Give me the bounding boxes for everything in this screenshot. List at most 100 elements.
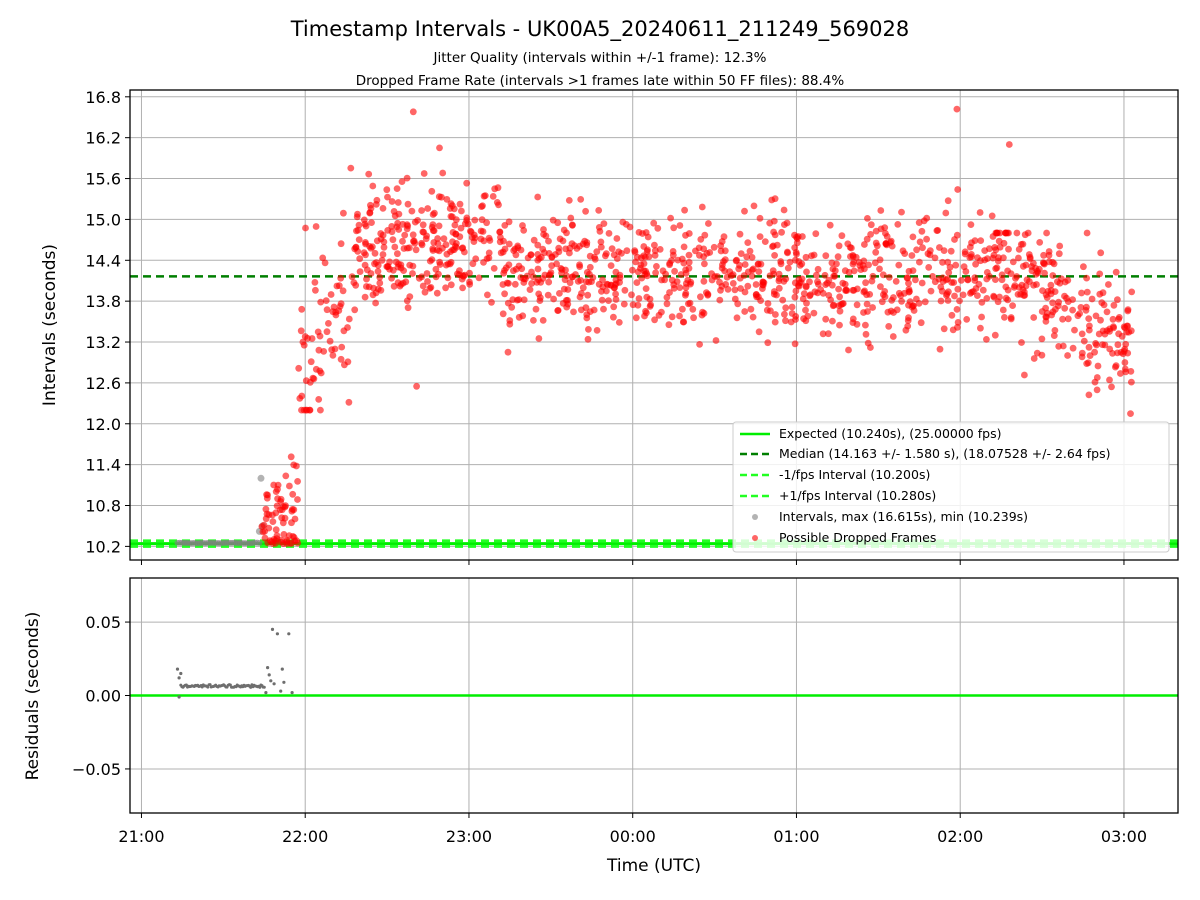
dropped-frame-point [544, 291, 552, 299]
dropped-frame-point [585, 326, 592, 333]
dropped-frame-point [431, 209, 438, 217]
dropped-frame-point [822, 252, 830, 260]
dropped-frame-point [1127, 368, 1135, 375]
dropped-frame-point [784, 248, 791, 256]
dropped-frame-point [404, 244, 411, 252]
dropped-frame-point [737, 285, 744, 292]
dropped-frame-point [799, 295, 807, 303]
dropped-frame-point [1064, 315, 1072, 323]
dropped-frame-point [1005, 245, 1012, 253]
dropped-frame-point [812, 230, 820, 238]
dropped-frame-point [466, 281, 474, 288]
dropped-frame-point [1038, 335, 1046, 343]
x-tick-label: 01:00 [773, 827, 819, 846]
dropped-frame-point [813, 271, 820, 279]
residual-point [282, 680, 286, 684]
dropped-frame-point [901, 250, 909, 257]
dropped-frame-point [661, 276, 668, 284]
dropped-frame-point [421, 288, 429, 296]
dropped-frame-point [520, 275, 528, 283]
dropped-frame-point [781, 310, 788, 318]
dropped-frame-point [676, 222, 684, 229]
dropped-frame-point [990, 292, 997, 300]
dropped-frame-point [1105, 281, 1112, 288]
dropped-frame-point [964, 276, 972, 283]
dropped-frame-point [741, 308, 749, 315]
dropped-frame-point [948, 279, 956, 286]
dropped-frame-point [1069, 296, 1076, 303]
dropped-frame-point [885, 273, 893, 281]
dropped-frame-point [633, 279, 641, 286]
dropped-frame-point [972, 285, 980, 292]
dropped-frame-point [409, 231, 417, 239]
dropped-frame-point [264, 491, 271, 499]
jitter-quality-subtitle: Jitter Quality (intervals within +/-1 fr… [433, 50, 767, 66]
dropped-frame-point [1083, 229, 1091, 237]
dropped-frame-point [1114, 296, 1121, 304]
dropped-frame-point [861, 241, 868, 248]
dropped-frame-point [963, 316, 971, 323]
dropped-frame-point [867, 231, 874, 238]
dropped-frame-point [418, 207, 425, 214]
dropped-frame-point [367, 201, 374, 209]
dropped-frame-point [505, 280, 512, 287]
dropped-frame-point [892, 278, 900, 285]
residual-plot-y-ticks: −0.05 0.00 0.05 [72, 613, 130, 779]
dropped-frame-point [540, 226, 547, 233]
dropped-frame-point [443, 250, 451, 258]
dropped-frame-point [644, 233, 652, 241]
dropped-frame-point [913, 295, 920, 303]
dropped-frame-point [771, 252, 778, 259]
dropped-frame-point [992, 276, 999, 283]
dropped-frame-point [913, 246, 920, 254]
dropped-frame-point [372, 299, 379, 307]
dropped-frame-point [696, 341, 703, 348]
dropped-frame-point [918, 227, 926, 235]
legend-intervals-swatch [752, 514, 758, 520]
dropped-frame-point [501, 290, 508, 298]
dropped-frame-point [378, 256, 386, 264]
dropped-frame-point [340, 327, 348, 335]
residual-point [175, 667, 180, 671]
residual-point [275, 632, 279, 636]
dropped-frame-point [1056, 242, 1064, 250]
dropped-frame-point [471, 216, 479, 224]
dropped-frame-point [380, 243, 388, 251]
dropped-frame-point [1033, 281, 1040, 288]
dropped-frame-point [991, 244, 999, 251]
dropped-frame-point [916, 258, 923, 266]
dropped-frame-point [944, 197, 952, 205]
dropped-frame-point [298, 305, 306, 313]
dropped-frame-point [356, 255, 364, 263]
dropped-frame-point [403, 297, 411, 305]
dropped-frame-point [1099, 341, 1106, 349]
dropped-frame-point [881, 288, 889, 295]
dropped-frame-point [721, 267, 728, 275]
dropped-frame-point [670, 281, 678, 289]
dropped-frame-point [1083, 274, 1090, 282]
dropped-frame-point [905, 279, 912, 287]
dropped-frame-point [659, 267, 667, 275]
dropped-frame-point [449, 229, 457, 236]
dropped-frame-point [269, 540, 277, 547]
dropped-frame-point [483, 219, 490, 227]
dropped-frame-point [658, 308, 665, 316]
dropped-frame-point [830, 272, 838, 280]
dropped-frame-point [600, 305, 607, 313]
dropped-frame-point [1030, 314, 1038, 321]
residual-y-axis-label: Residuals (seconds) [23, 612, 43, 781]
dropped-frame-point [931, 254, 939, 262]
dropped-frame-point [853, 301, 861, 309]
dropped-frame-point [373, 196, 381, 204]
dropped-frame-point [697, 236, 705, 243]
legend: Expected (10.240s), (25.00000 fps) Media… [732, 421, 1170, 553]
dropped-frame-point [1109, 315, 1117, 323]
dropped-frame-point [265, 524, 273, 532]
dropped-frame-point [520, 227, 528, 234]
dropped-frame-point [1030, 355, 1038, 362]
dropped-frame-point [610, 303, 618, 311]
dropped-frame-point [545, 278, 553, 286]
dropped-frame-point [865, 261, 872, 269]
dropped-frame-point [534, 241, 542, 249]
interval-point [256, 540, 263, 546]
